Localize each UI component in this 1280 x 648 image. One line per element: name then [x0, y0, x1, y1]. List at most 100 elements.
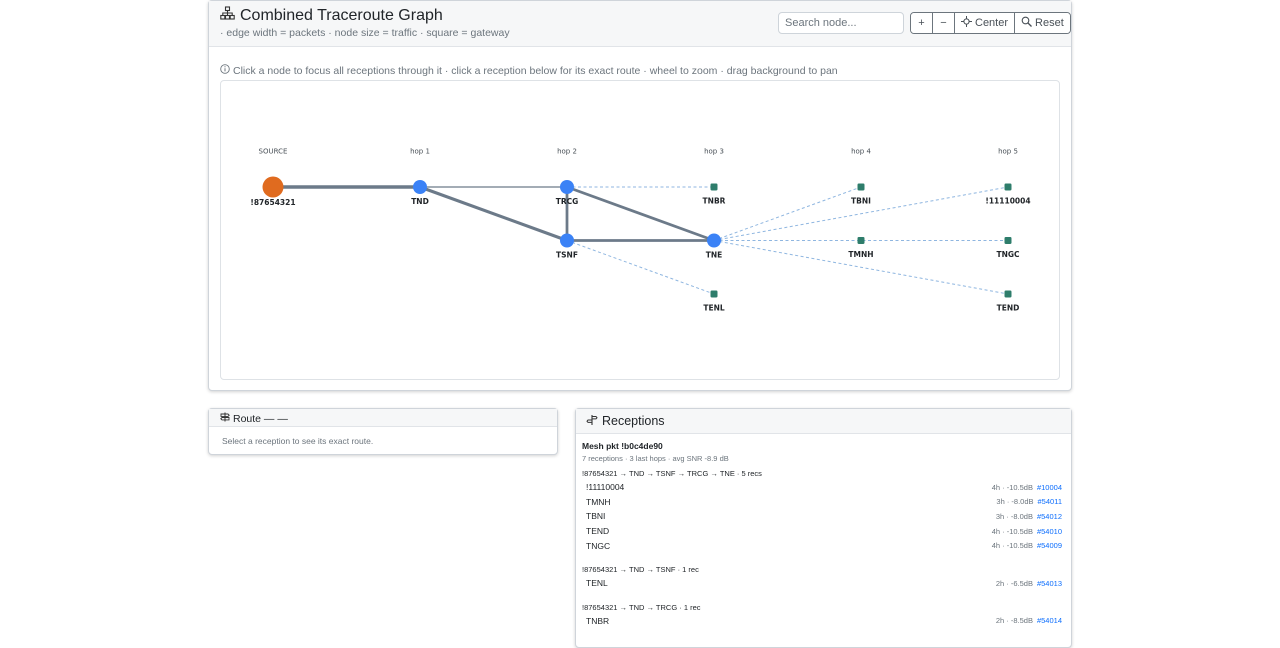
hop-column-label: hop 2 [557, 148, 577, 156]
receptions-list: Mesh pkt !b0c4de90 7 receptions · 3 last… [582, 439, 1062, 628]
zoom-in-button[interactable]: + [911, 13, 933, 33]
minus-icon: − [940, 17, 947, 29]
graph-hint-text: Click a node to focus all receptions thr… [233, 64, 838, 77]
reception-row[interactable]: TBNI 3h · -8.0dB #54012 [582, 509, 1062, 524]
reception-node: TMNH [586, 496, 611, 507]
reception-link[interactable]: #54013 [1036, 578, 1062, 588]
reception-meta: 2h · -8.5dB [995, 616, 1033, 626]
reception-row[interactable]: TNGC 4h · -10.5dB #54009 [582, 538, 1062, 553]
graph-edge[interactable] [566, 185, 715, 242]
receptions-panel-title: Receptions [602, 414, 665, 428]
reception-meta: 3h · -8.0dB [995, 511, 1033, 521]
gateway-node[interactable] [710, 290, 718, 298]
node-label: TRCG [556, 197, 579, 206]
reception-node: TBNI [586, 511, 606, 522]
graph-panel-title: Combined Traceroute Graph [220, 6, 443, 25]
reception-node: TENL [586, 578, 608, 589]
center-button-label: Center [975, 17, 1009, 29]
node-label: TNBR [703, 197, 726, 206]
graph-edge[interactable] [713, 240, 1009, 295]
relay-node[interactable] [707, 233, 721, 248]
relay-node[interactable] [560, 233, 574, 248]
reception-link[interactable]: #54010 [1036, 526, 1062, 536]
gateway-node[interactable] [1004, 183, 1012, 191]
search-node-input[interactable] [778, 12, 904, 34]
packet-summary: 7 receptions · 3 last hops · avg SNR -8.… [582, 454, 729, 463]
reception-node: TNBR [586, 615, 610, 626]
hop-column-label: hop 5 [998, 148, 1018, 156]
traceroute-graph-svg[interactable]: SOURCE hop 1 hop 2 hop 3 hop 4 hop 5 !8765432… [221, 81, 1059, 379]
reception-meta: 4h · -10.5dB [991, 482, 1033, 492]
receptions-panel-header: Receptions [576, 409, 1071, 434]
reception-link[interactable]: #10004 [1036, 482, 1062, 492]
info-icon [220, 64, 230, 77]
reception-meta: 4h · -10.5dB [991, 541, 1033, 551]
node-label: TSNF [556, 251, 578, 260]
plus-icon: + [918, 17, 925, 29]
reception-link[interactable]: #54011 [1037, 497, 1062, 507]
graph-edge[interactable] [566, 240, 715, 295]
graph-edge[interactable] [713, 186, 862, 241]
node-label: TBNI [851, 197, 871, 206]
reception-link[interactable]: #54012 [1036, 511, 1062, 521]
reception-row[interactable]: TMNH 3h · -8.0dB #54011 [582, 495, 1062, 510]
reception-meta: 2h · -6.5dB [995, 578, 1033, 588]
graph-panel-header: Combined Traceroute Graph · edge width =… [209, 1, 1071, 47]
reset-button-label: Reset [1035, 17, 1064, 29]
hop-column-label: SOURCE [259, 148, 288, 156]
route-panel-header: Route — — [209, 409, 557, 427]
graph-legend-subtitle: · edge width = packets · node size = tra… [220, 27, 510, 39]
node-label: TNGC [996, 250, 1020, 259]
reception-group-route: !87654321 → TND → TRCG · 1 rec [582, 602, 701, 612]
node-label: TEND [997, 304, 1020, 313]
graph-edge[interactable] [713, 186, 1009, 241]
route-panel: Route — — Select a reception to see its … [208, 408, 558, 455]
graph-canvas[interactable]: SOURCE hop 1 hop 2 hop 3 hop 4 hop 5 !8765432… [220, 80, 1060, 380]
relay-node[interactable] [413, 180, 427, 194]
reception-group-route: !87654321 → TND → TSNF · 1 rec [582, 564, 699, 574]
gateway-node[interactable] [1004, 290, 1012, 298]
zoom-controls: + − Center [910, 12, 1071, 34]
reception-node: TEND [586, 526, 610, 537]
receptions-panel: Receptions Mesh pkt !b0c4de90 7 receptio… [575, 408, 1072, 648]
hop-column-label: hop 3 [704, 148, 724, 156]
gateway-node[interactable] [857, 183, 865, 191]
reception-group: !87654321 → TND → TRCG · 1 rec TNBR 2h ·… [582, 601, 1062, 629]
reset-button[interactable]: Reset [1015, 13, 1070, 33]
graph-title-text: Combined Traceroute Graph [240, 6, 443, 24]
reception-link[interactable]: #54014 [1036, 616, 1062, 626]
reception-node: TNGC [586, 540, 611, 551]
reception-row[interactable]: TNBR 2h · -8.5dB #54014 [582, 614, 1062, 629]
reception-node: !11110004 [586, 482, 625, 493]
zoom-out-button[interactable]: − [933, 13, 955, 33]
center-button[interactable]: Center [955, 13, 1016, 33]
crosshair-icon [961, 16, 972, 30]
reception-link[interactable]: #54009 [1036, 541, 1062, 551]
node-label: TMNH [848, 250, 873, 259]
route-panel-title: Route — — [233, 412, 288, 425]
signpost-split-icon [586, 414, 598, 429]
reception-meta: 3h · -8.0dB [996, 497, 1034, 507]
node-label: TNE [706, 251, 723, 260]
node-label: !11110004 [985, 197, 1030, 206]
reception-row[interactable]: TEND 4h · -10.5dB #54010 [582, 524, 1062, 539]
reception-row[interactable]: !11110004 4h · -10.5dB #10004 [582, 480, 1062, 495]
gateway-node[interactable] [710, 183, 718, 191]
reception-group: !87654321 → TND → TSNF · 1 rec TENL 2h ·… [582, 563, 1062, 591]
gateway-node[interactable] [857, 237, 865, 244]
reception-group: !87654321 → TND → TSNF → TRCG → TNE · 5 … [582, 467, 1062, 553]
graph-edge[interactable] [419, 185, 568, 242]
node-label: !87654321 [250, 198, 295, 207]
source-node[interactable] [262, 176, 284, 198]
sitemap-icon [220, 6, 235, 25]
reception-group-route: !87654321 → TND → TSNF → TRCG → TNE · 5 … [582, 469, 762, 478]
gateway-node[interactable] [1004, 237, 1012, 244]
reception-meta: 4h · -10.5dB [991, 526, 1033, 536]
hop-column-label: hop 4 [851, 148, 871, 156]
node-label: TND [411, 197, 429, 206]
reception-row[interactable]: TENL 2h · -6.5dB #54013 [582, 576, 1062, 591]
node-label: TENL [703, 304, 725, 313]
relay-node[interactable] [560, 180, 574, 194]
packet-title: Mesh pkt !b0c4de90 [582, 441, 663, 451]
hop-column-label: hop 1 [410, 148, 430, 156]
